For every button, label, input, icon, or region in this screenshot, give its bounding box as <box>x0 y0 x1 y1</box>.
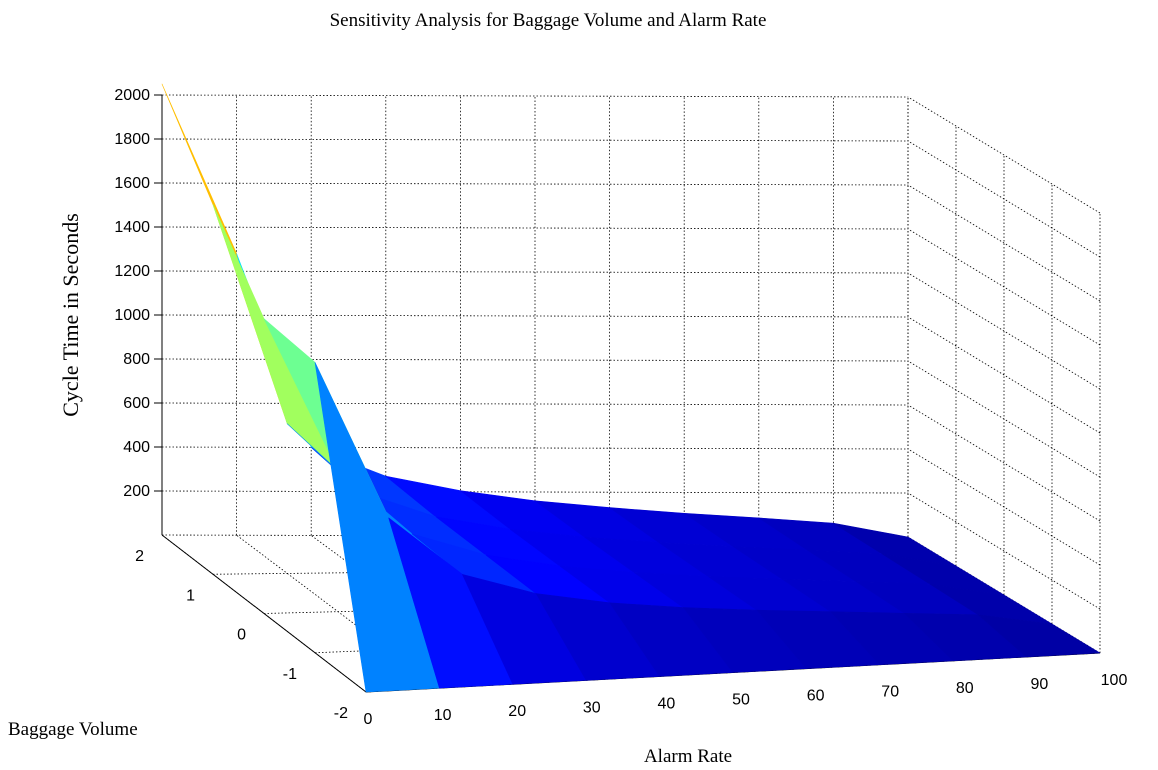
x-axis-label: Alarm Rate <box>644 746 732 767</box>
z-tick-label: 800 <box>123 351 150 368</box>
x-tick-label: 30 <box>583 699 601 716</box>
z-tick-label: 1400 <box>114 219 150 236</box>
z-tick-label: 600 <box>123 395 150 412</box>
z-tick-label: 1600 <box>114 175 150 192</box>
grid-line <box>907 360 1101 478</box>
y-axis-line <box>161 534 367 693</box>
surface <box>161 83 1101 693</box>
grid-line <box>907 96 1101 214</box>
grid-line <box>907 140 1101 258</box>
x-tick-label: 0 <box>364 711 373 728</box>
z-tick-label: 1200 <box>114 263 150 280</box>
x-tick-label: 90 <box>1031 676 1049 693</box>
surface-patch <box>161 83 288 425</box>
x-tick-label: 20 <box>508 703 526 720</box>
y-tick-label: 2 <box>135 548 144 565</box>
grid-line <box>907 404 1101 522</box>
x-tick-label: 70 <box>881 684 899 701</box>
z-tick-label: 400 <box>123 439 150 456</box>
y-axis-label: Baggage Volume <box>8 719 138 740</box>
grid-line <box>907 316 1101 434</box>
z-tick-label: 200 <box>123 483 150 500</box>
y-tick-label: 0 <box>237 627 246 644</box>
chart-title: Sensitivity Analysis for Baggage Volume … <box>330 10 767 31</box>
z-tick-label: 1800 <box>114 131 150 148</box>
y-tick-label: -2 <box>334 705 348 722</box>
tick-labels: 0 10 20 30 40 50 60 70 80 90 100 -2 -1 0 1 2 200 400 600 80… <box>114 87 1127 728</box>
x-tick-label: 50 <box>732 692 750 709</box>
y-tick-label: 1 <box>186 587 195 604</box>
x-tick-label: 10 <box>434 707 452 724</box>
x-tick-label: 60 <box>807 688 825 705</box>
grid-line <box>907 492 1101 610</box>
y-tick-label: -1 <box>283 666 297 683</box>
z-tick-label: 1000 <box>114 307 150 324</box>
x-tick-label: 40 <box>658 695 676 712</box>
x-tick-label: 80 <box>956 680 974 697</box>
x-tick-label: 100 <box>1101 672 1128 689</box>
z-tick-label: 2000 <box>114 87 150 104</box>
grid-line <box>907 448 1101 566</box>
grid-line <box>161 402 909 406</box>
grid-line <box>907 228 1101 346</box>
grid-line <box>161 94 909 98</box>
grid-line <box>907 184 1101 302</box>
grid-line <box>907 272 1101 390</box>
surface-patch <box>977 614 1101 658</box>
z-axis-label: Cycle Time in Seconds <box>58 213 83 417</box>
